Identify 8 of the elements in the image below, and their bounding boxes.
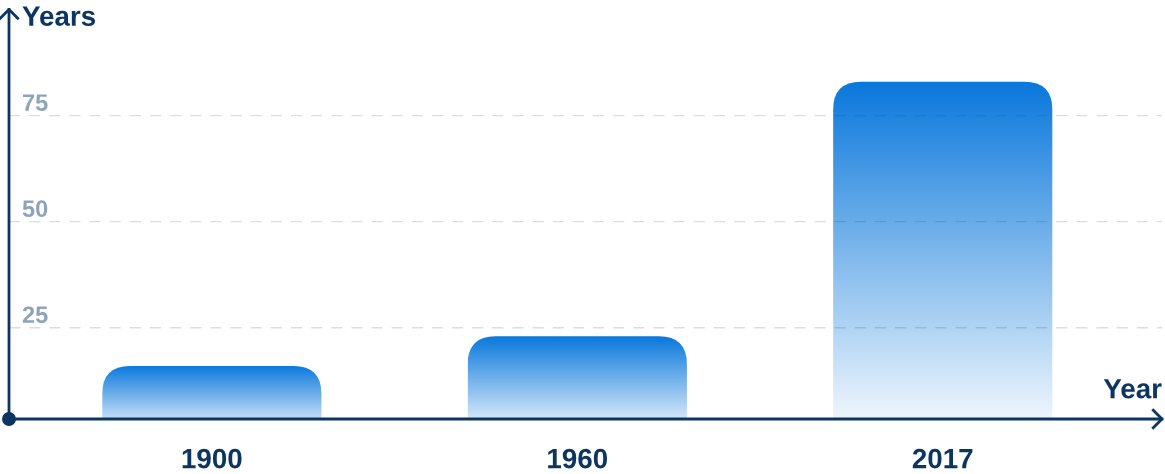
x-axis-title: Year: [1103, 379, 1162, 399]
x-tick-label: 1900: [182, 448, 242, 469]
y-tick-label: 25: [22, 306, 48, 324]
x-tick-label: 2017: [912, 448, 973, 469]
x-tick-label: 1960: [548, 448, 608, 469]
y-axis-title: Years: [22, 6, 96, 26]
y-tick-label: 50: [22, 200, 48, 218]
y-tick-label: 75: [23, 94, 48, 111]
